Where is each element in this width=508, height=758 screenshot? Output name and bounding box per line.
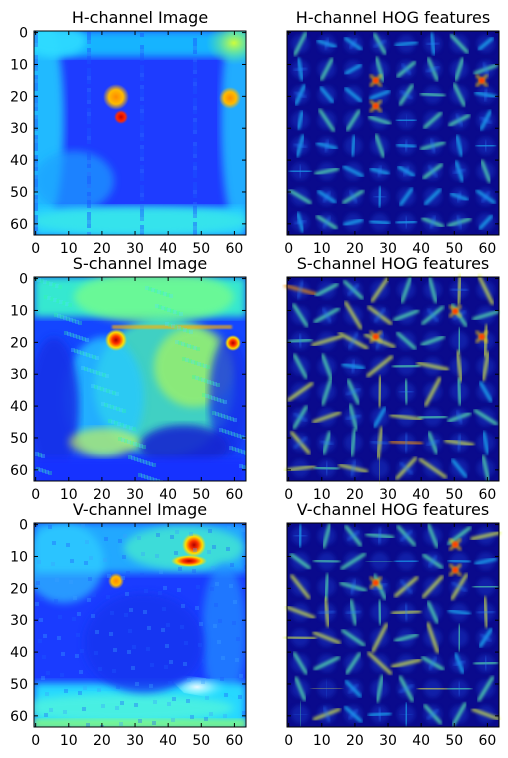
y-tick-label: 60 — [10, 217, 28, 233]
x-tick-label: 0 — [284, 241, 293, 257]
y-tick-label: 20 — [10, 581, 28, 597]
x-tick-label: 50 — [192, 241, 210, 257]
y-tick-label: 50 — [10, 431, 28, 447]
x-tick-label: 60 — [225, 733, 243, 749]
x-tick-label: 40 — [412, 487, 430, 503]
panel-title: V-channel HOG features — [297, 500, 489, 519]
h-channel-hog-panel: H-channel HOG features 0 10 20 30 40 50 60 — [284, 8, 500, 257]
x-tick-label: 10 — [60, 733, 78, 749]
y-tick-label: 50 — [10, 185, 28, 201]
y-tick-label: 10 — [10, 549, 28, 565]
x-tick-label: 30 — [126, 241, 144, 257]
x-tick-label: 20 — [346, 241, 364, 257]
y-tick-label: 0 — [19, 518, 28, 534]
hog-visualization — [283, 274, 500, 484]
x-tick-label: 60 — [225, 241, 243, 257]
x-tick-label: 10 — [313, 733, 331, 749]
x-tick-label: 20 — [93, 733, 111, 749]
hog-visualization — [287, 31, 499, 235]
y-tick-label: 0 — [19, 26, 28, 42]
y-tick-label: 10 — [10, 57, 28, 73]
x-tick-label: 30 — [379, 487, 397, 503]
x-tick-label: 50 — [192, 733, 210, 749]
channel-image — [34, 523, 246, 727]
panel-title: S-channel HOG features — [297, 254, 490, 273]
y-tick-label: 10 — [10, 303, 28, 319]
x-tick-label: 50 — [445, 487, 463, 503]
x-tick-label: 20 — [346, 487, 364, 503]
plot-frame — [286, 30, 500, 236]
x-tick-label: 40 — [412, 733, 430, 749]
panel-title: H-channel HOG features — [296, 8, 490, 27]
plot-frame — [286, 276, 500, 482]
v-channel-hog-panel: V-channel HOG features 0 10 20 30 40 50 60 — [283, 500, 502, 749]
y-tick-label: 20 — [10, 89, 28, 105]
y-tick-label: 40 — [10, 399, 28, 415]
h-channel-image-panel: H-channel Image 0 0 10 10 20 20 30 30 40 40 50 50 60 6… — [10, 8, 247, 257]
x-tick-label: 60 — [225, 487, 243, 503]
y-tick-label: 40 — [10, 153, 28, 169]
y-tick-label: 50 — [10, 677, 28, 693]
plot-frame — [286, 522, 500, 728]
x-tick-label: 20 — [93, 241, 111, 257]
y-tick-label: 30 — [10, 121, 28, 137]
x-tick-label: 60 — [478, 487, 496, 503]
x-tick-label: 40 — [412, 241, 430, 257]
x-tick-label: 40 — [159, 487, 177, 503]
x-tick-label: 30 — [379, 241, 397, 257]
channel-image — [34, 31, 246, 235]
channel-image — [34, 277, 246, 481]
x-tick-label: 10 — [60, 241, 78, 257]
x-tick-label: 30 — [126, 487, 144, 503]
x-tick-label: 50 — [192, 487, 210, 503]
plot-frame — [33, 276, 247, 482]
y-tick-label: 40 — [10, 645, 28, 661]
y-tick-label: 60 — [10, 463, 28, 479]
x-tick-label: 10 — [313, 487, 331, 503]
x-tick-label: 0 — [31, 241, 40, 257]
panel-title: V-channel Image — [73, 500, 207, 519]
y-tick-label: 30 — [10, 613, 28, 629]
x-tick-label: 20 — [346, 733, 364, 749]
hog-visualization — [283, 523, 502, 728]
y-tick-label: 60 — [10, 709, 28, 725]
x-tick-label: 10 — [313, 241, 331, 257]
panel-title: S-channel Image — [73, 254, 207, 273]
x-tick-label: 40 — [159, 241, 177, 257]
x-tick-label: 0 — [31, 487, 40, 503]
y-tick-label: 30 — [10, 367, 28, 383]
x-tick-label: 0 — [31, 733, 40, 749]
x-tick-label: 0 — [284, 487, 293, 503]
panel-title: H-channel Image — [72, 8, 208, 27]
x-tick-label: 10 — [60, 487, 78, 503]
x-tick-label: 50 — [445, 241, 463, 257]
x-tick-label: 20 — [93, 487, 111, 503]
x-tick-label: 50 — [445, 733, 463, 749]
x-tick-label: 60 — [478, 241, 496, 257]
x-tick-label: 0 — [284, 733, 293, 749]
plot-frame — [33, 30, 247, 236]
s-channel-hog-panel: S-channel HOG features 0 10 20 30 40 50 60 — [283, 254, 500, 503]
x-tick-label: 60 — [478, 733, 496, 749]
x-tick-label: 30 — [126, 733, 144, 749]
plot-frame — [33, 522, 247, 728]
x-tick-label: 30 — [379, 733, 397, 749]
y-tick-label: 20 — [10, 335, 28, 351]
v-channel-image-panel: V-channel Image 0 0 10 10 20 20 30 30 40 40 50 50 60 6… — [10, 500, 247, 749]
y-tick-label: 0 — [19, 272, 28, 288]
x-tick-label: 40 — [159, 733, 177, 749]
s-channel-image-panel: S-channel Image 0 0 10 10 20 20 30 30 40 40 50 50 60 6… — [10, 254, 247, 503]
